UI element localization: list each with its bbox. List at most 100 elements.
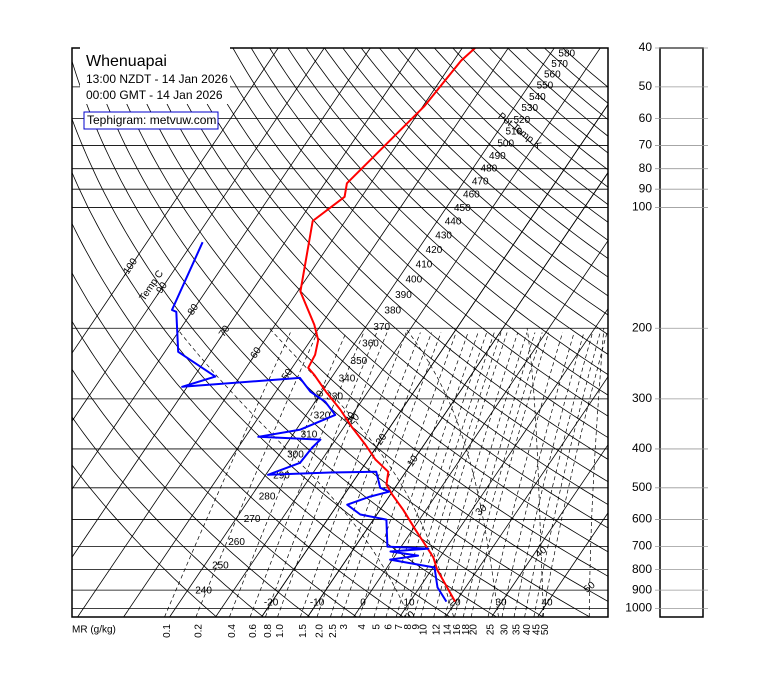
isotherm [537,512,608,617]
mixing-ratio-line [265,332,378,617]
isentrope [72,368,311,617]
isentrope [269,48,608,376]
isotherm [77,48,463,617]
saturated-adiabat [405,328,499,617]
isotherm-label: -10 [310,598,325,609]
pressure-tick-label: 900 [632,582,652,596]
mixing-ratio-label: 30 [500,624,511,636]
mixing-ratio-label: 25 [486,624,497,636]
mixing-ratio-line [330,332,432,617]
mixing-ratio-label: 50 [540,624,551,636]
isentrope [177,48,608,483]
mixing-ratio-label: 0.6 [248,624,259,638]
pressure-tick-label: 800 [632,562,652,576]
isentrope-label: 280 [259,492,276,503]
pressure-tick-label: 200 [632,320,652,334]
isentrope-label: 510 [505,127,522,138]
mixing-ratio-label: 2.0 [315,624,326,638]
isentrope [72,171,497,617]
title-backdrop [80,38,230,104]
isentrope-label: 350 [351,356,368,367]
mixing-ratio-label: 0.4 [227,624,238,638]
pressure-tick-label: 500 [632,480,652,494]
chart-title: Whenuapai [86,53,167,70]
isentrope [324,48,608,316]
isentrope [214,48,608,439]
isentrope-label: 440 [445,216,462,227]
local-time: 13:00 NZDT - 14 Jan 2026 [86,72,228,86]
isentrope-label: 270 [244,514,261,525]
isentrope [159,48,608,506]
isentrope-label: 370 [373,322,390,333]
saturated-adiabat [176,328,410,617]
isentrope [122,48,608,553]
isentrope [85,48,608,602]
isentrope-label: 260 [228,537,245,548]
isentrope-label: 570 [551,59,568,70]
mixing-ratio-label: 18 [461,624,472,636]
isentrope-label: 320 [314,410,331,421]
isentrope-label: 400 [406,274,423,285]
mixing-ratio-label: 1.0 [275,624,286,638]
mixing-ratio-title: MR (g/kg) [72,625,116,636]
temperature-profile [299,48,476,603]
isotherm [399,308,608,617]
mixing-ratio-label: 20 [469,624,480,636]
isentrope [104,48,608,577]
pressure-tick-label: 40 [639,40,653,54]
isentrope-label: 580 [558,48,575,59]
isentrope [415,48,608,223]
mixing-ratio-label: 0.2 [193,624,204,638]
isentrope-label: 330 [326,392,343,403]
isentrope-label: 500 [497,139,514,150]
mixing-ratio-line [316,332,421,617]
saturated-adiabat-label: 10 [402,609,418,625]
isentrope-label: 240 [195,586,212,597]
isentrope-label: 470 [472,176,489,187]
mixing-ratio-label: 1.5 [298,624,309,638]
mixing-ratio-line [164,332,291,617]
isentrope [72,416,264,617]
isentrope [72,222,451,617]
isentrope-label: 310 [301,430,318,441]
mixing-ratio-label: 6 [384,624,395,630]
isentrope-label: 380 [384,306,401,317]
mixing-ratio-line [299,332,407,617]
isentrope [195,48,608,460]
isotherm [72,48,417,558]
mixing-ratio-line [433,332,519,617]
mixing-ratio-label: 0.1 [162,624,173,638]
mixing-ratio-label: 35 [512,624,523,636]
mixing-ratio-label: 7 [394,624,405,630]
mixing-ratio-line [359,332,457,617]
isentrope [342,48,608,297]
isotherm [215,48,601,617]
mixing-ratio-label: 40 [522,624,533,636]
isentrope-label: 340 [339,373,356,384]
utc-time: 00:00 GMT - 14 Jan 2026 [86,88,223,102]
pressure-tick-label: 700 [632,539,652,553]
saturated-adiabat [269,328,455,617]
isotherm [445,376,608,617]
isentrope-label: 360 [362,339,379,350]
mixing-ratio-line [373,332,469,617]
isotherm [72,48,325,422]
isentrope [360,48,608,278]
isotherm [307,171,608,617]
pressure-tick-label: 400 [632,441,652,455]
isentrope [232,48,608,417]
isentrope-label: 540 [529,92,546,103]
pressure-tick-label: 70 [639,138,653,152]
isotherm-label: 30 [496,598,508,609]
isotherm-label: 0 [360,598,366,609]
isotherm [261,103,608,617]
mixing-ratio-label: 10 [418,624,429,636]
mixing-ratio-line [420,332,508,617]
isentrope [305,48,608,336]
mixing-ratio-label: 2.5 [328,624,339,638]
isentrope [397,48,608,241]
isentrope-label: 560 [544,70,561,81]
pressure-tick-label: 100 [632,200,652,214]
